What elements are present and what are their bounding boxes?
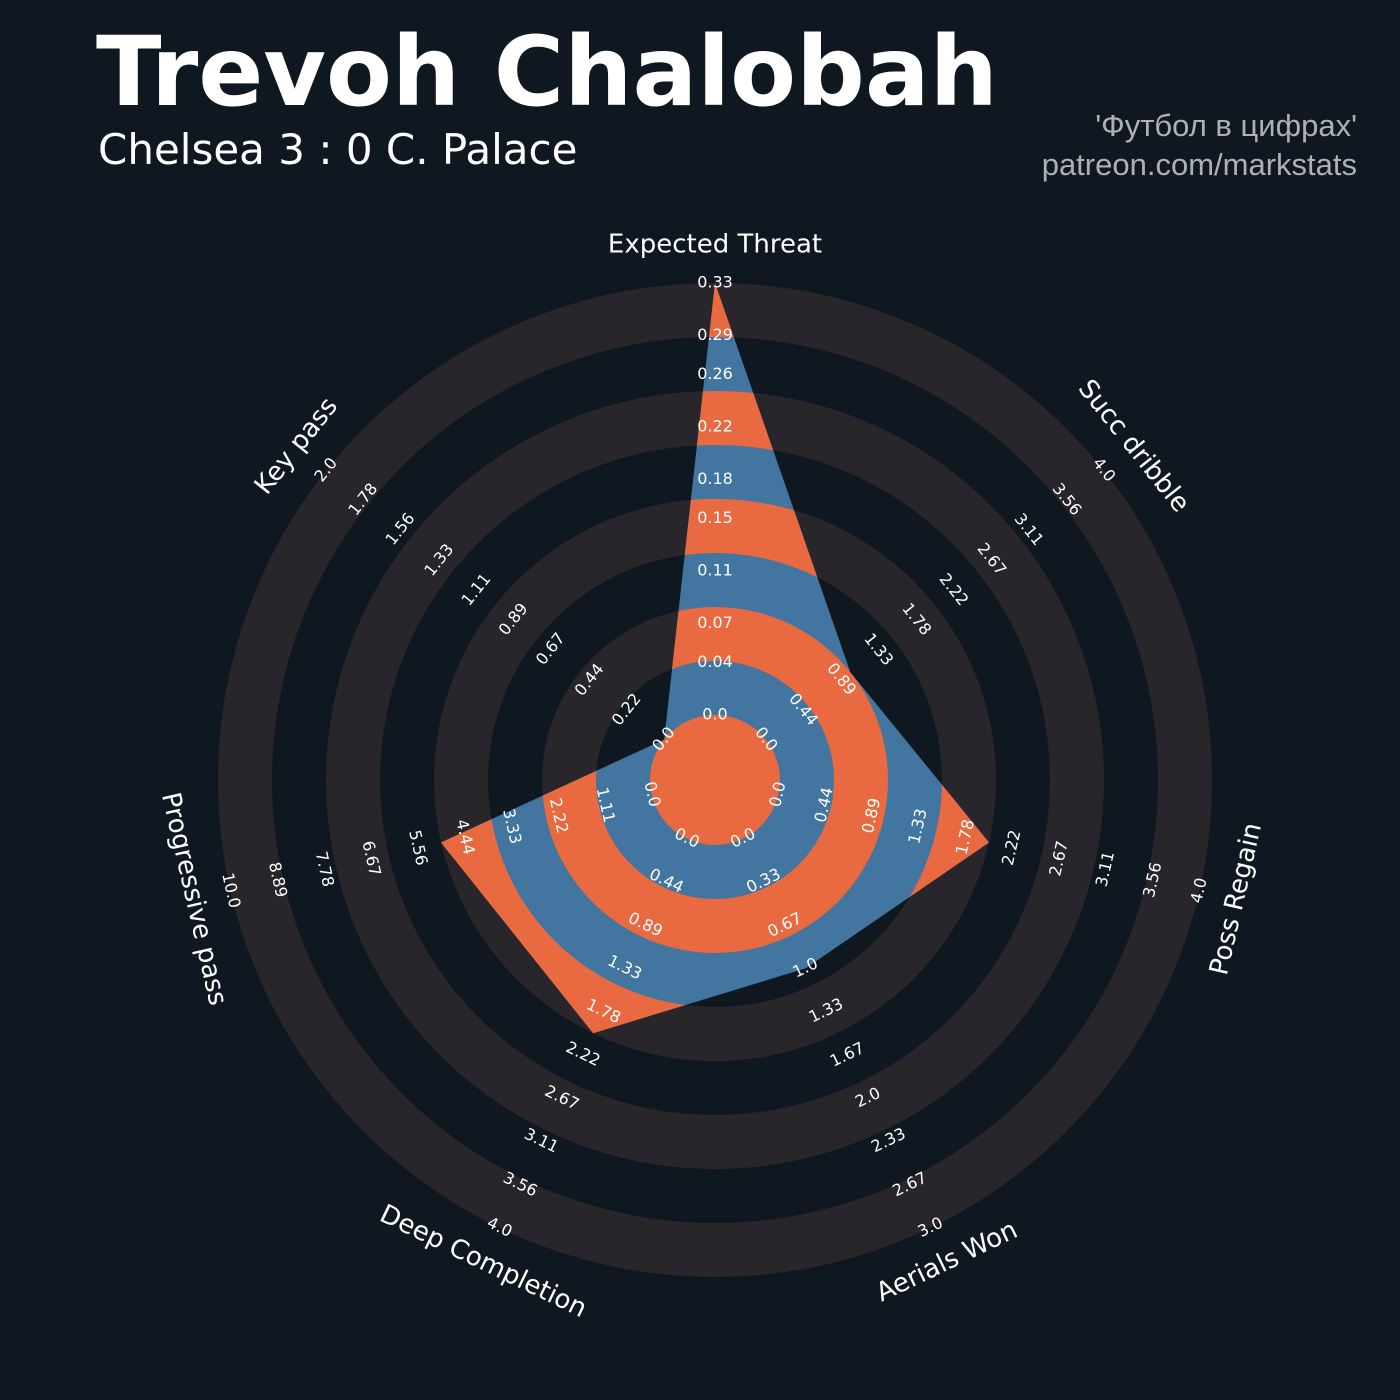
chart-title: Trevoh Chalobah: [96, 16, 998, 128]
tick-label: 0.22: [697, 417, 733, 436]
tick-label: 0.04: [697, 652, 733, 671]
tick-label: 0.33: [697, 273, 733, 292]
tick-label: 0.07: [697, 613, 733, 632]
credit: 'Футбол в цифрах': [1095, 108, 1357, 143]
chart-subtitle: Chelsea 3 : 0 C. Palace: [98, 125, 577, 174]
credit: patreon.com/markstats: [1042, 147, 1357, 182]
center-circle: [650, 715, 780, 845]
tick-label: 0.11: [697, 561, 733, 580]
axis-label: Expected Threat: [608, 230, 822, 260]
tick-label: 0.15: [697, 508, 733, 527]
tick-label: 0.26: [697, 364, 733, 383]
tick-label: 0.29: [697, 325, 733, 344]
tick-label: 0.18: [697, 469, 733, 488]
tick-label: 0.0: [702, 705, 727, 724]
